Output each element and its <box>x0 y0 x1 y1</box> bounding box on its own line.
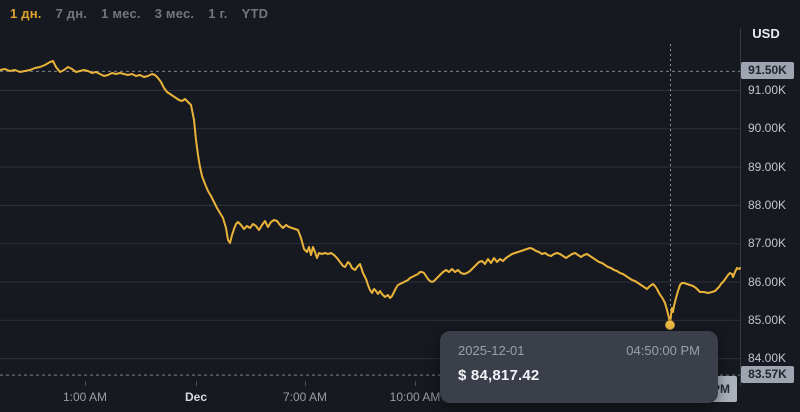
y-axis-label: 85.00K <box>748 312 787 327</box>
y-axis-label: 89.00K <box>748 159 787 174</box>
y-axis-label: 88.00K <box>748 197 787 212</box>
x-axis-label: 1:00 AM <box>62 390 108 404</box>
x-axis-tick <box>415 381 416 386</box>
y-axis-label: 87.00K <box>748 236 787 251</box>
range-low-badge: 83.57K <box>741 365 794 383</box>
x-axis-tick <box>305 381 306 386</box>
gridlines <box>0 90 740 360</box>
y-axis-label: 91.00K <box>748 83 787 97</box>
period-option[interactable]: 1 дн. <box>10 6 42 21</box>
x-axis-label: Dec <box>184 390 208 404</box>
x-axis-label: 10:00 AM <box>389 390 441 404</box>
tooltip-time: 04:50:00 PM <box>626 343 700 358</box>
period-option[interactable]: 1 г. <box>208 6 228 21</box>
x-axis-label: 7:00 AM <box>282 390 328 404</box>
x-axis-tick <box>85 381 86 386</box>
period-option[interactable]: 1 мес. <box>101 6 141 21</box>
period-selector: 1 дн. 7 дн. 1 мес. 3 мес. 1 г. YTD <box>10 6 268 21</box>
y-axis-label: 86.00K <box>748 274 787 289</box>
tooltip-date: 2025-12-01 <box>458 343 525 358</box>
tooltip-price: $ 84,817.42 <box>458 367 540 384</box>
range-high-badge: 91.50K <box>741 61 794 79</box>
period-option[interactable]: YTD <box>241 6 269 21</box>
y-axis-label: 84.00K <box>748 351 787 366</box>
period-option[interactable]: 7 дн. <box>55 6 88 21</box>
y-axis-label: 90.00K <box>748 121 787 136</box>
x-axis-tick <box>196 381 197 386</box>
crosshair-dot <box>664 319 676 331</box>
chart-tooltip: 2025-12-01 04:50:00 PM $ 84,817.42 <box>440 331 718 403</box>
price-line-series <box>0 60 741 326</box>
currency-label: USD <box>752 26 780 41</box>
high-low-dashed-lines <box>0 70 740 376</box>
period-option[interactable]: 3 мес. <box>154 6 195 21</box>
